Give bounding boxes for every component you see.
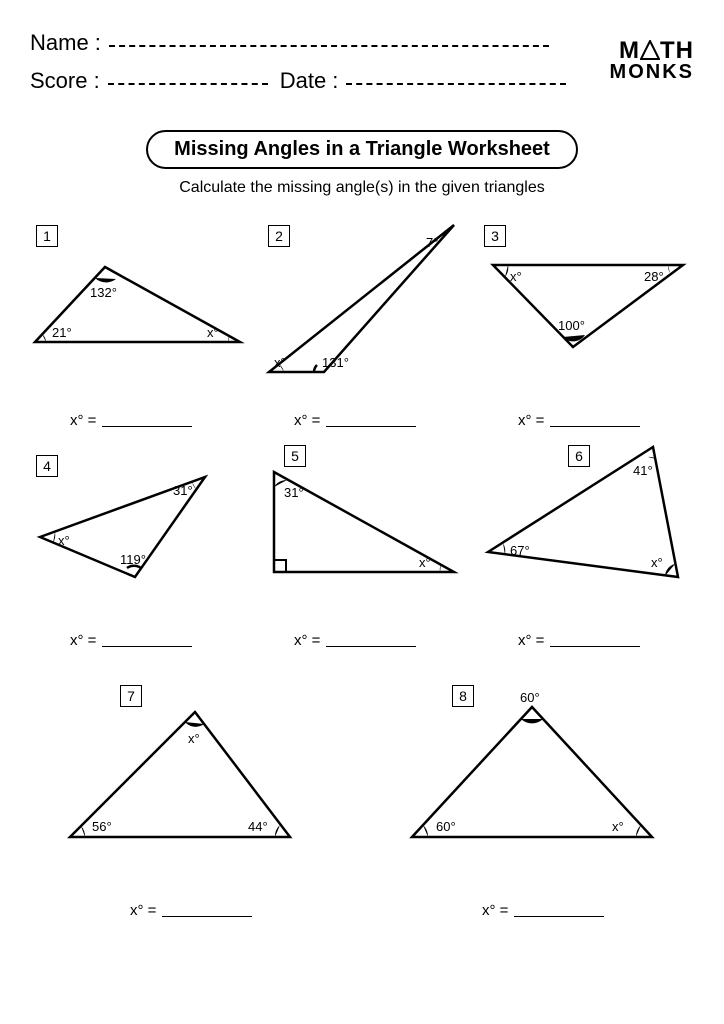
answer-row: x° = xyxy=(518,632,640,649)
answer-label: x° = xyxy=(294,412,320,429)
angle-label: 31° xyxy=(173,483,193,498)
triangle-1: 21° 132° x° xyxy=(30,217,250,377)
name-row: Name : xyxy=(30,30,694,56)
title-area: Missing Angles in a Triangle Worksheet xyxy=(30,130,694,169)
answer-row: x° = xyxy=(294,412,416,429)
triangle-8: 60° 60° x° xyxy=(382,667,682,867)
answer-label: x° = xyxy=(482,902,508,919)
angle-label: 132° xyxy=(90,285,117,300)
answer-label: x° = xyxy=(130,902,156,919)
problem-number: 2 xyxy=(268,225,290,247)
name-label: Name : xyxy=(30,30,101,56)
angle-label: 31° xyxy=(284,485,304,500)
problem-number: 8 xyxy=(452,685,474,707)
angle-label: x° xyxy=(612,819,624,834)
problem-6: 6 67° 41° x° x° = xyxy=(478,437,698,657)
angle-label: 60° xyxy=(520,690,540,705)
angle-label: x° xyxy=(188,731,200,746)
worksheet-title: Missing Angles in a Triangle Worksheet xyxy=(146,130,578,169)
angle-label: 56° xyxy=(92,819,112,834)
answer-label: x° = xyxy=(70,632,96,649)
answer-blank[interactable] xyxy=(550,646,640,647)
angle-label: 119° xyxy=(120,552,146,567)
answer-blank[interactable] xyxy=(514,916,604,917)
angle-label: x° xyxy=(651,555,663,570)
angle-label: 28° xyxy=(644,269,664,284)
problem-number: 7 xyxy=(120,685,142,707)
answer-row: x° = xyxy=(518,412,640,429)
angle-label: 60° xyxy=(436,819,456,834)
problem-4: 4 x° 31° 119° x° = xyxy=(30,437,250,657)
worksheet-header: Name : Score : Date : MTH MONKS xyxy=(30,30,694,120)
problem-3: 3 x° 28° 100° x° = xyxy=(478,217,698,437)
angle-label: 44° xyxy=(248,819,268,834)
angle-label: x° xyxy=(207,325,219,340)
angle-label: 67° xyxy=(510,543,530,558)
answer-label: x° = xyxy=(70,412,96,429)
angle-label: 131° xyxy=(322,355,349,370)
problem-number: 1 xyxy=(36,225,58,247)
answer-label: x° = xyxy=(518,632,544,649)
problem-5: 5 31° x° x° = xyxy=(254,437,474,657)
logo-top: MTH xyxy=(610,40,694,63)
brand-logo: MTH MONKS xyxy=(610,40,694,82)
answer-row: x° = xyxy=(130,902,252,919)
problems-grid-row3: 7 56° x° 44° x° = 8 60° 60° x° x° = xyxy=(30,667,694,927)
date-blank[interactable] xyxy=(346,83,566,85)
problem-number: 4 xyxy=(36,455,58,477)
problem-number: 6 xyxy=(568,445,590,467)
answer-blank[interactable] xyxy=(326,426,416,427)
problem-7: 7 56° x° 44° x° = xyxy=(30,667,342,927)
worksheet-subtitle: Calculate the missing angle(s) in the gi… xyxy=(30,179,694,197)
answer-blank[interactable] xyxy=(162,916,252,917)
answer-label: x° = xyxy=(518,412,544,429)
triangle-4: x° 31° 119° xyxy=(30,437,250,597)
answer-row: x° = xyxy=(294,632,416,649)
answer-blank[interactable] xyxy=(102,426,192,427)
angle-label: 7° xyxy=(426,235,438,250)
problem-number: 3 xyxy=(484,225,506,247)
angle-label: 41° xyxy=(633,463,653,478)
triangle-3: x° 28° 100° xyxy=(478,217,698,377)
problem-8: 8 60° 60° x° x° = xyxy=(382,667,694,927)
angle-label: x° xyxy=(510,269,522,284)
answer-blank[interactable] xyxy=(326,646,416,647)
angle-label: x° xyxy=(419,555,431,570)
triangle-7: 56° x° 44° xyxy=(30,667,330,867)
angle-label: 100° xyxy=(558,318,585,333)
answer-row: x° = xyxy=(482,902,604,919)
answer-label: x° = xyxy=(294,632,320,649)
answer-row: x° = xyxy=(70,412,192,429)
problem-1: 1 21° 132° x° x° = xyxy=(30,217,250,437)
score-label: Score : xyxy=(30,68,100,94)
problems-grid: 1 21° 132° x° x° = 2 x° 131° 7° x° = xyxy=(30,217,694,657)
problem-number: 5 xyxy=(284,445,306,467)
name-blank[interactable] xyxy=(109,45,549,47)
date-label: Date : xyxy=(280,68,339,94)
answer-row: x° = xyxy=(70,632,192,649)
angle-label: x° xyxy=(274,355,286,370)
score-blank[interactable] xyxy=(108,83,268,85)
problem-2: 2 x° 131° 7° x° = xyxy=(254,217,474,437)
answer-blank[interactable] xyxy=(550,426,640,427)
logo-bottom: MONKS xyxy=(610,63,694,82)
answer-blank[interactable] xyxy=(102,646,192,647)
score-date-row: Score : Date : xyxy=(30,68,694,94)
angle-label: 21° xyxy=(52,325,72,340)
angle-label: x° xyxy=(58,533,70,548)
